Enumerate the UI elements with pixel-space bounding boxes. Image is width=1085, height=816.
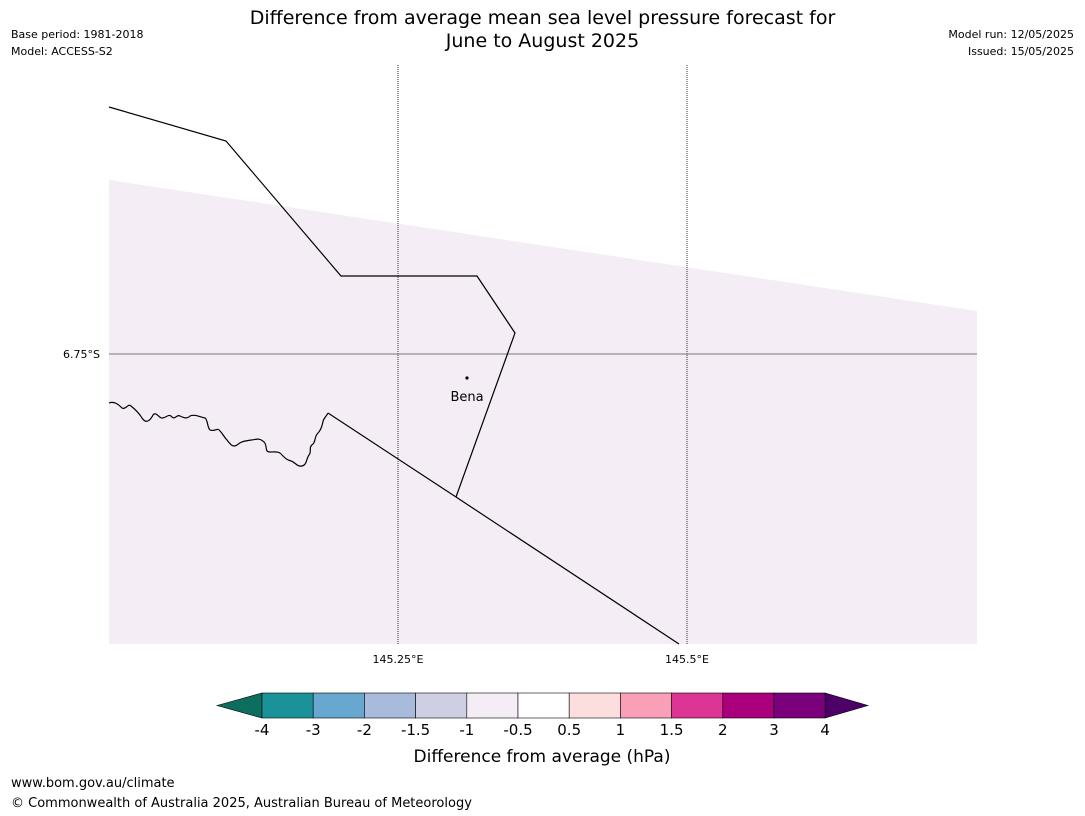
colorbar-tick-label: -0.5 (503, 721, 532, 739)
boundary-line-north (108, 106, 516, 498)
meta-right: Model run: 12/05/2025 Issued: 15/05/2025 (948, 26, 1074, 60)
colorbar-tick-label: -2 (357, 721, 372, 739)
colorbar-tick-label: 1.5 (660, 721, 684, 739)
colorbar-bin (517, 692, 570, 719)
colorbar: -4 -3 -2 -1.5 -1 -0.5 0.5 1 1.5 2 3 4 (215, 692, 870, 739)
colorbar-tick-label: -4 (255, 721, 270, 739)
model-name: Model: ACCESS-S2 (11, 45, 113, 58)
footer-url: www.bom.gov.au/climate (11, 776, 175, 791)
colorbar-tick-label: 2 (718, 721, 728, 739)
colorbar-tick-label: 4 (820, 721, 830, 739)
colorbar-bin (722, 692, 775, 719)
meta-left: Base period: 1981-2018 Model: ACCESS-S2 (11, 26, 143, 60)
model-run: Model run: 12/05/2025 (948, 28, 1074, 41)
colorbar-bin (620, 692, 672, 719)
base-period: Base period: 1981-2018 (11, 28, 144, 41)
coastline (108, 401, 329, 467)
lon-label-145-25: 145.25°E (373, 653, 424, 666)
footer-copyright: © Commonwealth of Australia 2025, Austra… (11, 796, 472, 811)
colorbar-tick-label: -3 (306, 721, 321, 739)
place-marker (465, 376, 469, 380)
map-title: Difference from average mean sea level p… (0, 7, 1085, 53)
colorbar-bin (415, 692, 468, 719)
colorbar-bin (364, 692, 416, 719)
anomaly-region (109, 180, 977, 644)
title-line-1: Difference from average mean sea level p… (249, 7, 836, 29)
colorbar-extension-high (824, 692, 870, 719)
colorbar-bin (261, 692, 314, 719)
boundary-line-south (327, 412, 680, 645)
colorbar-tick-label: 0.5 (557, 721, 581, 739)
colorbar-tick-label: 1 (616, 721, 626, 739)
colorbar-bin (568, 692, 621, 719)
place-label: Bena (450, 390, 483, 405)
colorbar-tick-label: -1 (459, 721, 474, 739)
colorbar-bin (773, 692, 826, 719)
colorbar-tick-label: -1.5 (401, 721, 430, 739)
colorbar-bin (466, 692, 519, 719)
title-line-2: June to August 2025 (445, 30, 640, 52)
colorbar-extension-low (215, 692, 263, 719)
colorbar-tick-label: 3 (769, 721, 779, 739)
issued-date: Issued: 15/05/2025 (967, 45, 1074, 58)
colorbar-bin (671, 692, 724, 719)
colorbar-label: Difference from average (hPa) (414, 747, 671, 767)
colorbar-bin (312, 692, 365, 719)
lon-label-145-5: 145.5°E (665, 653, 709, 666)
lat-label-6-75: 6.75°S (63, 348, 100, 361)
